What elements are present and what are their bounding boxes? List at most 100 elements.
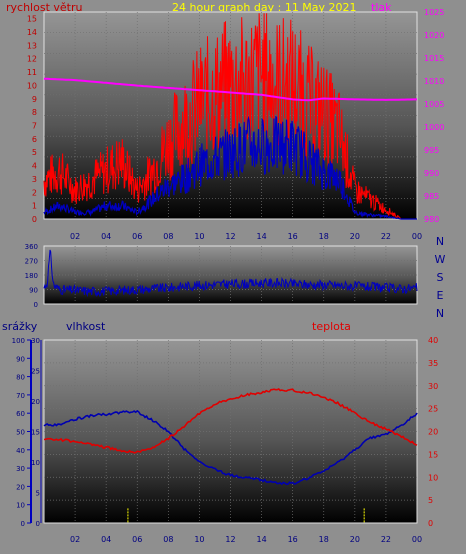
hour-tick-label: 10	[194, 535, 204, 544]
pressure-tick-label: 980	[424, 215, 439, 224]
hour-tick-label: 22	[381, 232, 391, 241]
compass-n: N	[436, 307, 444, 320]
humidity-axis: 0 5 10 15 20 25 30	[31, 337, 42, 528]
rain-tick-label: 50	[16, 429, 25, 437]
hour-tick-label: 14	[256, 535, 266, 544]
pressure-tick-label: 995	[424, 146, 439, 155]
wind-tick-label: 6	[32, 135, 37, 144]
humidity-label: vlhkost	[66, 320, 106, 333]
humidity-tick-label: 25	[31, 368, 40, 376]
direction-tick-label: 360	[25, 243, 38, 251]
rain-tick-label: 20	[16, 483, 25, 491]
hour-tick-label: 08	[163, 232, 173, 241]
wind-tick-label: 13	[27, 41, 37, 50]
rain-axis: 0 10 20 30 40 50 60 70 80 90 100	[12, 337, 32, 528]
climate-panel: 0 10 20 30 40 50 60 70 80 90 100 0 5 10 15 20 25 30 0 5 10…	[12, 336, 439, 544]
hour-tick-label: 10	[194, 232, 204, 241]
direction-tick-label: 270	[25, 258, 38, 266]
hour-tick-label: 00	[412, 232, 422, 241]
hour-tick-label: 12	[225, 535, 235, 544]
rain-marks	[127, 508, 365, 523]
wind-tick-label: 11	[27, 68, 37, 77]
pressure-tick-label: 1010	[424, 77, 444, 86]
pressure-tick-label: 1025	[424, 8, 444, 17]
pressure-tick-label: 990	[424, 169, 439, 178]
temperature-line	[43, 388, 418, 454]
climate-hour-ticks: 02 04 06 08 10 12 14 16 18 20 22 00	[70, 535, 422, 544]
temperature-tick-label: 30	[428, 382, 438, 391]
rain-tick-label: 60	[16, 410, 25, 418]
hour-tick-label: 16	[288, 535, 298, 544]
temperature-label: teplota	[312, 320, 351, 333]
wind-speed-avg-line	[43, 115, 417, 220]
wind-tick-label: 2	[32, 188, 37, 197]
temperature-tick-label: 15	[428, 450, 438, 459]
wind-tick-label: 3	[32, 175, 37, 184]
pressure-tick-label: 985	[424, 192, 439, 201]
humidity-tick-label: 5	[36, 490, 40, 498]
humidity-tick-label: 20	[31, 398, 40, 406]
climate-grid	[44, 340, 417, 523]
compass-s: S	[437, 271, 444, 284]
humidity-tick-label: 0	[36, 520, 40, 528]
pressure-tick-label: 1005	[424, 100, 444, 109]
rain-tick-label: 70	[16, 392, 25, 400]
hour-tick-label: 06	[132, 535, 142, 544]
hour-tick-label: 12	[225, 232, 235, 241]
wind-tick-label: 8	[32, 108, 37, 117]
pressure-tick-label: 1000	[424, 123, 444, 132]
wind-tick-label: 15	[27, 15, 37, 24]
hour-tick-label: 20	[350, 535, 360, 544]
temperature-tick-label: 10	[428, 473, 438, 482]
wind-tick-label: 7	[32, 122, 37, 131]
pressure-line	[43, 77, 417, 102]
rain-tick-label: 80	[16, 374, 25, 382]
wind-direction-line	[43, 249, 418, 298]
pressure-ticks: 980 985 990 995 1000 1005 1010 1015 1020 1025	[424, 8, 444, 224]
hour-tick-label: 04	[101, 232, 111, 241]
direction-tick-label: 90	[29, 287, 38, 295]
wind-tick-label: 1	[32, 202, 37, 211]
direction-tick-label: 0	[34, 301, 38, 309]
humidity-tick-label: 30	[31, 337, 40, 345]
temperature-tick-label: 20	[428, 428, 438, 437]
hour-tick-label: 16	[288, 232, 298, 241]
wind-tick-label: 5	[32, 148, 37, 157]
direction-tick-label: 180	[25, 272, 38, 280]
hour-tick-label: 02	[70, 535, 80, 544]
rain-label: srážky	[2, 320, 38, 333]
hour-tick-label: 04	[101, 535, 111, 544]
rain-tick-label: 0	[21, 520, 25, 528]
temperature-tick-label: 35	[428, 359, 438, 368]
rain-tick-label: 90	[16, 355, 25, 363]
hour-tick-label: 18	[319, 232, 329, 241]
wind-hour-ticks: 02 04 06 08 10 12 14 16 18 20 22 00	[70, 232, 422, 241]
wind-tick-label: 12	[27, 55, 37, 64]
rain-tick-label: 100	[12, 337, 25, 345]
humidity-line	[43, 409, 418, 486]
rain-tick-label: 10	[16, 502, 25, 510]
compass-e: E	[437, 289, 444, 302]
rain-tick-label: 30	[16, 465, 25, 473]
pressure-tick-label: 1020	[424, 31, 444, 40]
temperature-tick-label: 5	[428, 496, 433, 505]
humidity-tick-label: 15	[31, 429, 40, 437]
temperature-tick-label: 25	[428, 405, 438, 414]
wind-tick-label: 0	[32, 215, 37, 224]
wind-speed-label: rychlost větru	[6, 1, 82, 14]
hour-tick-label: 06	[132, 232, 142, 241]
hour-tick-label: 02	[70, 232, 80, 241]
humidity-tick-label: 10	[31, 459, 40, 467]
wind-speed-max-line	[43, 13, 417, 220]
hour-tick-label: 00	[412, 535, 422, 544]
compass-w: W	[435, 253, 446, 266]
direction-ticks: 0 90 180 270 360	[25, 243, 38, 309]
hour-tick-label: 14	[256, 232, 266, 241]
temperature-tick-label: 0	[428, 519, 433, 528]
